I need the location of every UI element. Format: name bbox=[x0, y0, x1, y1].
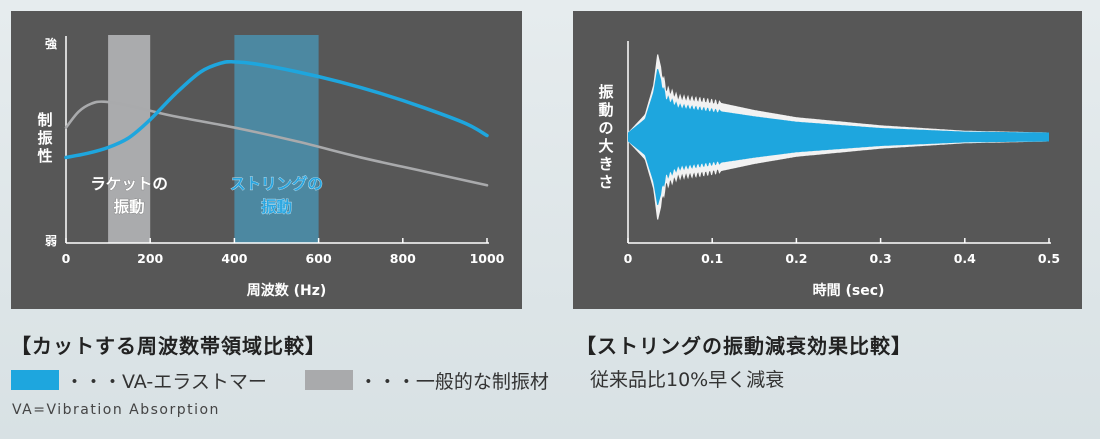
band-label-racket: 振動 bbox=[114, 197, 145, 216]
series-va-area bbox=[628, 68, 1049, 206]
generic-swatch bbox=[304, 370, 353, 390]
series-generic-line bbox=[64, 100, 489, 187]
x-tick-label: 0.5 bbox=[1038, 251, 1060, 266]
y-top-label: 強 bbox=[45, 36, 57, 51]
band-label-racket: ラケットの bbox=[90, 175, 168, 193]
va-legend-label: ・・・VA-エラストマー bbox=[65, 370, 267, 393]
y-axis-title: 制振性 bbox=[37, 111, 52, 165]
x-tick-label: 0 bbox=[624, 251, 633, 266]
va-abbreviation-note: VA=Vibration Absorption bbox=[12, 402, 220, 418]
x-tick-label: 600 bbox=[306, 251, 332, 266]
decay-chart-panel: 0 0.1 0.2 0.3 0.4 0.5 振動の大きさ時間 (sec) bbox=[573, 11, 1082, 309]
decay-legend-text: 従来品比10%早く減衰 bbox=[590, 369, 785, 391]
x-axis-title: 時間 (sec) bbox=[813, 282, 885, 299]
left-caption: 【カットする周波数帯領域比較】 bbox=[11, 334, 326, 358]
y-bottom-label: 弱 bbox=[45, 233, 57, 248]
frequency-chart-panel: 0 200 400 600 800 1000 強弱 制振性周波数 (Hz) ラケットの振動 ストリ… bbox=[11, 11, 522, 309]
x-axis-title: 周波数 (Hz) bbox=[247, 282, 327, 299]
x-tick-label: 0.3 bbox=[870, 251, 892, 266]
band-label-string: 振動 bbox=[261, 197, 292, 216]
x-tick-label: 200 bbox=[137, 251, 163, 266]
x-tick-label: 0 bbox=[62, 251, 71, 266]
x-tick-label: 1000 bbox=[470, 251, 505, 266]
band-label-string: ストリングの bbox=[230, 174, 323, 193]
x-tick-label: 0.1 bbox=[701, 251, 723, 266]
x-tick-label: 0.2 bbox=[785, 251, 807, 266]
x-tick-label: 400 bbox=[221, 251, 247, 266]
band-string bbox=[234, 35, 319, 243]
x-tick-label: 0.4 bbox=[954, 251, 976, 266]
va-swatch bbox=[11, 370, 59, 390]
right-caption: 【ストリングの振動減衰効果比較】 bbox=[576, 334, 912, 358]
legend: ・・・VA-エラストマー ・・・一般的な制振材 bbox=[11, 368, 549, 393]
generic-legend-label: ・・・一般的な制振材 bbox=[358, 370, 549, 393]
series-va-line bbox=[64, 59, 489, 160]
x-tick-label: 800 bbox=[390, 251, 416, 266]
y-axis-title: 振動の大きさ bbox=[598, 83, 613, 191]
